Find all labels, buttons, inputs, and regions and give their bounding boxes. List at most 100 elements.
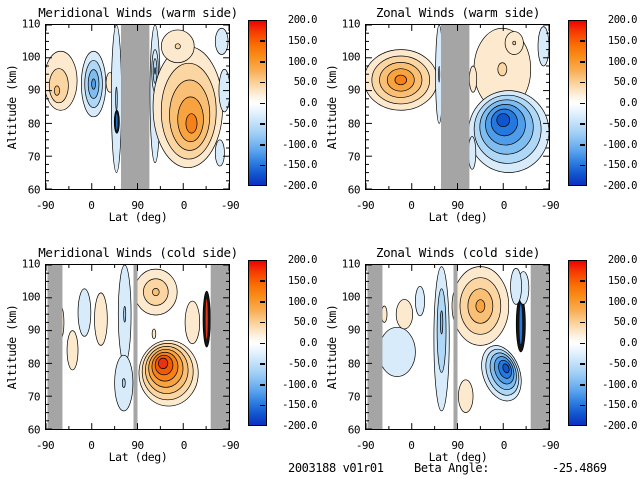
beta-angle-label: Beta Angle: (414, 461, 490, 475)
x-axis-label: Lat (deg) (108, 450, 168, 464)
colorbar-tick (260, 301, 265, 303)
plot-title: Meridional Winds (cold side) (38, 245, 238, 260)
y-tick-labels: 110 100 90 80 70 60 (0, 18, 41, 197)
colorbar-tick-label: -200.0 (602, 420, 637, 432)
contour-features (366, 25, 549, 173)
contour-level (48, 68, 69, 104)
colorbar-tick-label: -50.0 (287, 117, 318, 130)
axis-ticks (46, 25, 229, 189)
colorbar-tick-label: 150.0 (287, 274, 318, 287)
colorbar-tick-label: -50.0 (607, 117, 638, 130)
colorbar-labels: 200.0 150.0 100.0 50.0 0.0 -50.0 -100.0 -150.0 -… (268, 254, 318, 432)
colorbar-tick-label: 100.0 (287, 55, 318, 68)
x-tick-labels: -90 0 90 0 -90 (356, 439, 560, 452)
dataset-id-text: 2003188 v01r01 (288, 461, 384, 475)
contour-level (497, 62, 508, 77)
contour-level (94, 292, 108, 346)
contour-level (174, 43, 181, 50)
colorbar-tick (260, 363, 265, 365)
colorbar-tick-label: -100.0 (602, 378, 637, 391)
colorbar-tick-label: 50.0 (293, 76, 318, 89)
x-tick-labels: -90 0 90 0 -90 (36, 439, 240, 452)
x-tick-label: 0 (500, 199, 508, 212)
y-tick-label: 90 (27, 323, 41, 337)
axis-ticks (46, 265, 229, 429)
contour-plot-canvas (46, 25, 229, 189)
colorbar-tick (580, 61, 585, 63)
colorbar-tick-label: -150.0 (282, 159, 317, 172)
contour-level (154, 67, 156, 75)
colorbar-tick (580, 144, 585, 146)
mask-band (121, 25, 150, 189)
colorbar-tick-label: -100.0 (282, 138, 317, 151)
y-tick-label: 70 (347, 150, 361, 164)
y-tick-label: 60 (27, 183, 41, 197)
colorbar-tick (260, 342, 265, 344)
colorbar-tick-label: 50.0 (613, 316, 638, 329)
colorbar-tick (260, 61, 265, 63)
y-tick-label: 110 (341, 257, 361, 271)
y-tick-label: 80 (27, 357, 41, 371)
y-tick-label: 70 (27, 390, 41, 404)
contour-features (56, 265, 211, 412)
contour-level (475, 299, 486, 313)
colorbar-tick (580, 342, 585, 344)
colorbar-labels: 200.0 150.0 100.0 50.0 0.0 -50.0 -100.0 -150.0 -… (588, 254, 638, 432)
x-axis-label: Lat (deg) (108, 210, 168, 224)
x-tick-label: 90 (451, 439, 464, 452)
contour-level (510, 267, 522, 305)
x-tick-label: 90 (131, 439, 144, 452)
y-tick-label: 100 (21, 50, 41, 64)
colorbar-tick-label: 200.0 (287, 14, 318, 26)
colorbar: 200.0 150.0 100.0 50.0 0.0 -50.0 -100.0 -150.0 -… (568, 14, 638, 192)
contour-level (468, 136, 477, 170)
mask-bands (441, 25, 470, 189)
y-tick-label: 60 (347, 423, 361, 437)
y-tick-label: 80 (347, 117, 361, 131)
contour-level (66, 330, 79, 371)
contour-level (415, 285, 425, 317)
colorbar-tick-label: 0.0 (619, 337, 638, 349)
x-tick-label: -90 (540, 199, 560, 212)
contour-plot-canvas (366, 25, 549, 189)
contour-level (123, 305, 127, 323)
contour-plot (365, 24, 550, 190)
mask-band (133, 265, 138, 429)
x-tick-label: -90 (220, 199, 240, 212)
colorbar-tick-label: -50.0 (287, 357, 318, 370)
x-tick-label: 90 (131, 199, 144, 212)
contour-level (469, 65, 478, 93)
x-tick-label: -90 (35, 439, 55, 452)
panel-zonal-cold: Zonal Winds (cold side) Altitude (km) 11… (320, 240, 640, 480)
colorbar-tick (580, 123, 585, 125)
contour-level (214, 139, 225, 167)
contour-level (121, 378, 126, 388)
colorbar-tick-label: 150.0 (607, 274, 638, 287)
contour-level (158, 357, 169, 369)
colorbar-tick (260, 280, 265, 282)
contour-features (46, 25, 229, 173)
colorbar-tick (260, 384, 265, 386)
colorbar-tick-label: -150.0 (602, 159, 637, 172)
colorbar-tick (580, 321, 585, 324)
colorbar-tick-label: -200.0 (282, 180, 317, 192)
x-tick-label: 0 (408, 199, 415, 212)
y-tick-label: 110 (341, 17, 361, 31)
contour-feature-core (519, 303, 523, 345)
contour-level (537, 26, 549, 67)
panel-meridional-cold: Meridional Winds (cold side) Altitude (k… (0, 240, 320, 480)
colorbar-tick (260, 40, 265, 42)
colorbar-tick (580, 40, 585, 42)
x-tick-label: -90 (35, 199, 55, 212)
mask-band (530, 265, 549, 429)
contour-plot (365, 264, 550, 430)
y-tick-label: 100 (21, 290, 41, 304)
x-tick-label: -90 (540, 439, 560, 452)
x-axis-label: Lat (deg) (428, 450, 488, 464)
colorbar-tick (580, 81, 585, 84)
contour-level (151, 328, 157, 340)
contour-level (378, 326, 416, 377)
contour-plot (45, 24, 230, 190)
mask-bands (47, 265, 229, 429)
colorbar-labels: 200.0 150.0 100.0 50.0 0.0 -50.0 -100.0 -150.0 -… (588, 14, 638, 192)
